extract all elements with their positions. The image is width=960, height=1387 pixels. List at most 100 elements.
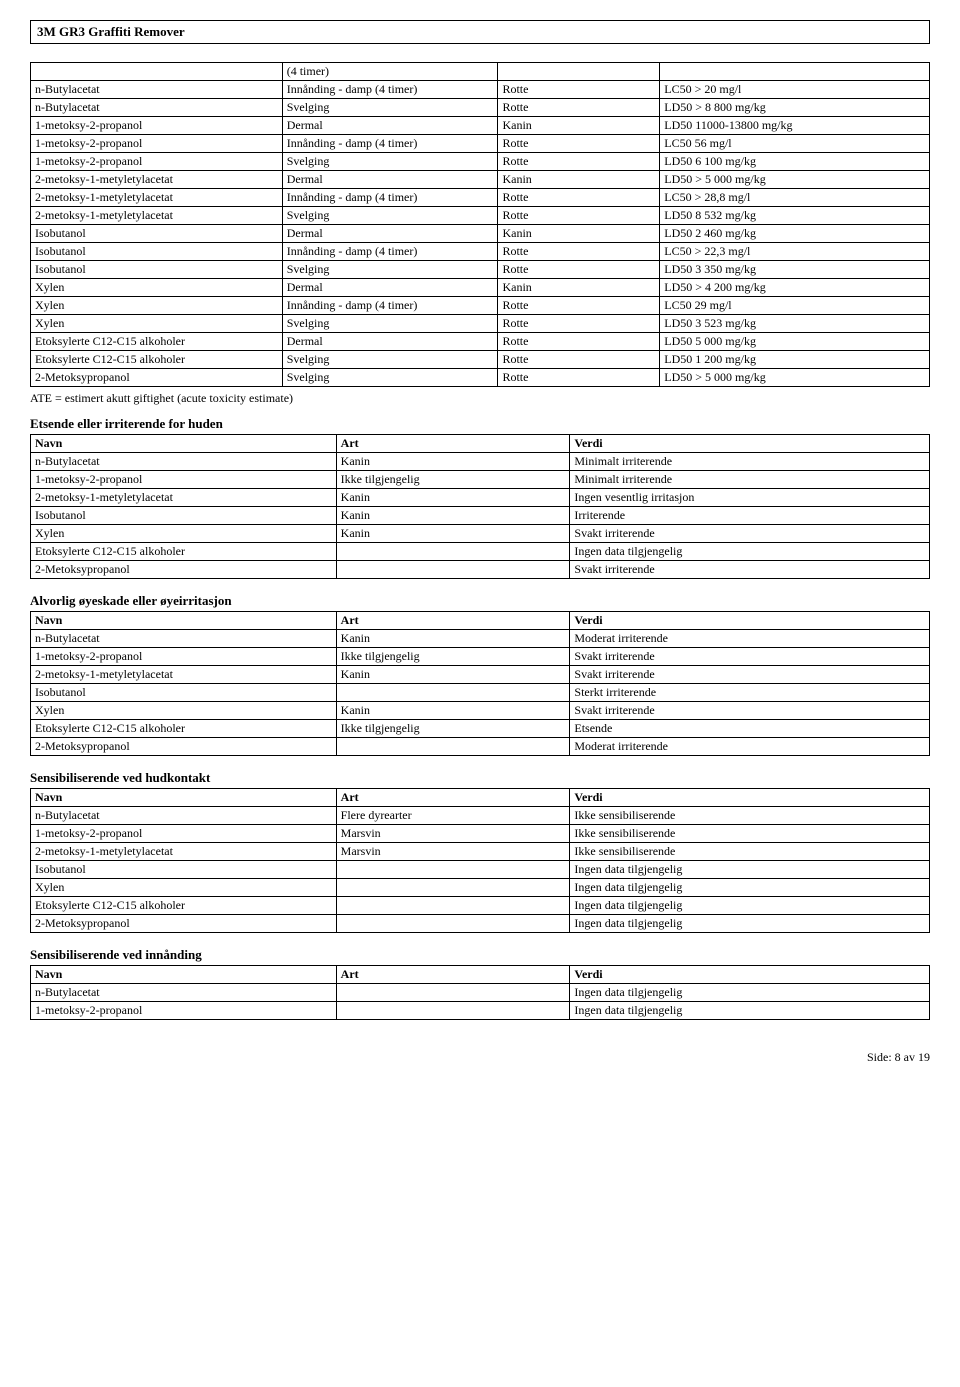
table-row: n-ButylacetatKaninModerat irriterende [31,630,930,648]
table-row: 1-metoksy-2-propanolIkke tilgjengeligSva… [31,648,930,666]
table-header-cell: Navn [31,966,337,984]
table-cell: Xylen [31,315,283,333]
table-row: Etoksylerte C12-C15 alkoholerDermalRotte… [31,333,930,351]
table-cell: Ingen data tilgjengelig [570,984,930,1002]
table-cell: Etoksylerte C12-C15 alkoholer [31,720,337,738]
table-cell: Moderat irriterende [570,630,930,648]
table-cell: Kanin [336,453,570,471]
table-row: 1-metoksy-2-propanolMarsvinIkke sensibil… [31,825,930,843]
table-cell: n-Butylacetat [31,630,337,648]
table-cell: Innånding - damp (4 timer) [282,243,498,261]
table-cell: Kanin [498,117,660,135]
table-row: IsobutanolSterkt irriterende [31,684,930,702]
table-cell: n-Butylacetat [31,453,337,471]
table-cell: LD50 > 5 000 mg/kg [660,369,930,387]
table-cell: Innånding - damp (4 timer) [282,189,498,207]
table-cell [336,738,570,756]
table-cell: 1-metoksy-2-propanol [31,153,283,171]
table-row: n-ButylacetatIngen data tilgjengelig [31,984,930,1002]
table-cell: Etoksylerte C12-C15 alkoholer [31,897,337,915]
table-row: n-ButylacetatInnånding - damp (4 timer)R… [31,81,930,99]
table-cell: Etoksylerte C12-C15 alkoholer [31,543,337,561]
table-cell: Etsende [570,720,930,738]
table-cell: 2-metoksy-1-metyletylacetat [31,171,283,189]
table-cell: Rotte [498,315,660,333]
table-cell [336,897,570,915]
table-cell: 2-metoksy-1-metyletylacetat [31,189,283,207]
table-cell: 1-metoksy-2-propanol [31,1002,337,1020]
table-row: 1-metoksy-2-propanolInnånding - damp (4 … [31,135,930,153]
table-row: 2-metoksy-1-metyletylacetatMarsvinIkke s… [31,843,930,861]
table-cell: Innånding - damp (4 timer) [282,297,498,315]
table-cell: Rotte [498,189,660,207]
table-cell: Isobutanol [31,225,283,243]
table-cell [336,984,570,1002]
table-cell: 2-metoksy-1-metyletylacetat [31,666,337,684]
table-cell: LD50 3 350 mg/kg [660,261,930,279]
table-cell: Kanin [336,525,570,543]
table-cell [336,879,570,897]
table-cell: Irriterende [570,507,930,525]
table-cell: Rotte [498,261,660,279]
table-header-cell: Verdi [570,435,930,453]
table-cell: 1-metoksy-2-propanol [31,825,337,843]
table-cell [660,63,930,81]
table-row: n-ButylacetatFlere dyrearterIkke sensibi… [31,807,930,825]
table-cell: LD50 6 100 mg/kg [660,153,930,171]
table-cell: Kanin [498,171,660,189]
table-cell: Svelging [282,153,498,171]
table-row: 1-metoksy-2-propanolSvelgingRotteLD50 6 … [31,153,930,171]
table-header-row: NavnArtVerdi [31,435,930,453]
table-header-cell: Verdi [570,612,930,630]
table-cell: 2-metoksy-1-metyletylacetat [31,207,283,225]
table-cell [498,63,660,81]
table-cell: Rotte [498,369,660,387]
table-header-cell: Verdi [570,789,930,807]
table-cell: LD50 > 5 000 mg/kg [660,171,930,189]
table-cell: LD50 > 8 800 mg/kg [660,99,930,117]
table-cell [31,63,283,81]
table-cell: Svakt irriterende [570,525,930,543]
table-cell: Svelging [282,369,498,387]
table-cell [336,543,570,561]
table-cell: Marsvin [336,843,570,861]
table-cell: Sterkt irriterende [570,684,930,702]
table-header-cell: Navn [31,789,337,807]
table-cell: Isobutanol [31,261,283,279]
table-cell: Etoksylerte C12-C15 alkoholer [31,333,283,351]
table-cell: Xylen [31,702,337,720]
table-cell: LD50 > 4 200 mg/kg [660,279,930,297]
table-cell: Kanin [336,489,570,507]
table-cell: Rotte [498,297,660,315]
table-cell: Svelging [282,351,498,369]
table-row: XylenInnånding - damp (4 timer)RotteLC50… [31,297,930,315]
table-cell: LC50 29 mg/l [660,297,930,315]
table-row: IsobutanolSvelgingRotteLD50 3 350 mg/kg [31,261,930,279]
table-cell: Xylen [31,279,283,297]
table-cell: LD50 2 460 mg/kg [660,225,930,243]
table-cell: Ikke tilgjengelig [336,471,570,489]
table-cell: 2-metoksy-1-metyletylacetat [31,489,337,507]
table-cell: Minimalt irriterende [570,453,930,471]
table-row: 2-MetoksypropanolModerat irriterende [31,738,930,756]
table-cell [336,861,570,879]
table-cell: LD50 5 000 mg/kg [660,333,930,351]
table-cell: Ikke sensibiliserende [570,843,930,861]
table-cell: Dermal [282,279,498,297]
table-cell: Svelging [282,99,498,117]
table-cell: Isobutanol [31,861,337,879]
table-row: IsobutanolDermalKaninLD50 2 460 mg/kg [31,225,930,243]
table-cell: 2-metoksy-1-metyletylacetat [31,843,337,861]
table-cell: Ikke tilgjengelig [336,648,570,666]
table-row: XylenSvelgingRotteLD50 3 523 mg/kg [31,315,930,333]
table-row: XylenKaninSvakt irriterende [31,525,930,543]
table-cell: Kanin [336,630,570,648]
table-cell: Moderat irriterende [570,738,930,756]
table-cell: 2-Metoksypropanol [31,561,337,579]
ate-note: ATE = estimert akutt giftighet (acute to… [30,391,930,406]
table-row: 2-MetoksypropanolSvelgingRotteLD50 > 5 0… [31,369,930,387]
table-row: 1-metoksy-2-propanolIkke tilgjengeligMin… [31,471,930,489]
table-cell: Rotte [498,351,660,369]
table-cell: LD50 8 532 mg/kg [660,207,930,225]
section-title: Etsende eller irriterende for huden [30,416,930,432]
